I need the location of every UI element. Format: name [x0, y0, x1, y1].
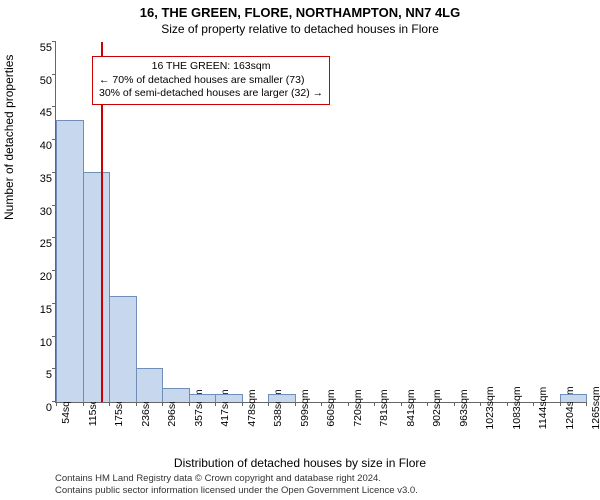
x-tick-mark	[560, 402, 561, 406]
x-tick-label: 720sqm	[352, 389, 364, 426]
histogram-bar	[215, 394, 243, 402]
x-tick-label: 1265sqm	[590, 386, 600, 429]
x-tick-mark	[401, 402, 402, 406]
x-tick-mark	[268, 402, 269, 406]
y-tick-label: 40	[40, 140, 52, 152]
annotation-box: 16 THE GREEN: 163sqm← 70% of detached ho…	[92, 56, 330, 105]
x-tick-mark	[480, 402, 481, 406]
x-tick-label: 963sqm	[458, 389, 470, 426]
x-tick-label: 1204sqm	[564, 386, 576, 429]
x-tick-mark	[507, 402, 508, 406]
attribution-line2: Contains public sector information licen…	[55, 485, 418, 497]
x-tick-mark	[242, 402, 243, 406]
y-tick-label: 55	[40, 42, 52, 54]
y-tick-label: 0	[46, 402, 52, 414]
x-tick-mark	[83, 402, 84, 406]
histogram-bar	[560, 394, 588, 402]
y-tick-label: 35	[40, 173, 52, 185]
x-tick-mark	[533, 402, 534, 406]
y-tick-label: 30	[40, 206, 52, 218]
x-tick-mark	[136, 402, 137, 406]
x-tick-label: 478sqm	[246, 389, 258, 426]
histogram-bar	[162, 388, 190, 402]
chart-title: 16, THE GREEN, FLORE, NORTHAMPTON, NN7 4…	[0, 5, 600, 20]
annotation-line: 16 THE GREEN: 163sqm	[99, 60, 323, 74]
y-tick-label: 25	[40, 238, 52, 250]
histogram-bar	[268, 394, 296, 402]
x-tick-label: 1083sqm	[511, 386, 523, 429]
y-tick-label: 50	[40, 75, 52, 87]
y-tick-label: 10	[40, 337, 52, 349]
attribution-line1: Contains HM Land Registry data © Crown c…	[55, 473, 418, 485]
x-tick-mark	[162, 402, 163, 406]
histogram-bar	[56, 120, 84, 402]
x-tick-mark	[586, 402, 587, 406]
plot-area: 051015202530354045505554sqm115sqm175sqm2…	[55, 42, 586, 403]
attribution-text: Contains HM Land Registry data © Crown c…	[55, 473, 418, 497]
x-tick-mark	[295, 402, 296, 406]
histogram-bar	[109, 296, 137, 402]
x-tick-mark	[454, 402, 455, 406]
x-tick-label: 902sqm	[431, 389, 443, 426]
x-tick-mark	[427, 402, 428, 406]
y-tick-label: 5	[46, 369, 52, 381]
annotation-line: ← 70% of detached houses are smaller (73…	[99, 74, 323, 88]
x-tick-label: 660sqm	[325, 389, 337, 426]
x-tick-mark	[189, 402, 190, 406]
y-tick-label: 45	[40, 107, 52, 119]
x-tick-mark	[321, 402, 322, 406]
y-tick-mark	[52, 41, 56, 42]
x-tick-label: 1023sqm	[484, 386, 496, 429]
y-axis-label: Number of detached properties	[2, 55, 16, 220]
x-axis-label: Distribution of detached houses by size …	[0, 456, 600, 470]
histogram-bar	[83, 172, 111, 402]
x-tick-label: 599sqm	[299, 389, 311, 426]
y-tick-label: 20	[40, 271, 52, 283]
y-tick-label: 15	[40, 304, 52, 316]
x-tick-label: 1144sqm	[537, 387, 549, 429]
chart-subtitle: Size of property relative to detached ho…	[0, 22, 600, 36]
histogram-bar	[136, 368, 164, 402]
y-tick-mark	[52, 106, 56, 107]
x-tick-mark	[109, 402, 110, 406]
histogram-bar	[189, 394, 217, 402]
x-tick-mark	[215, 402, 216, 406]
x-tick-label: 841sqm	[405, 389, 417, 426]
chart-container: 16, THE GREEN, FLORE, NORTHAMPTON, NN7 4…	[0, 0, 600, 500]
x-tick-mark	[348, 402, 349, 406]
annotation-line: 30% of semi-detached houses are larger (…	[99, 87, 323, 101]
y-tick-mark	[52, 74, 56, 75]
x-tick-mark	[56, 402, 57, 406]
x-tick-mark	[374, 402, 375, 406]
x-tick-label: 781sqm	[378, 389, 390, 426]
